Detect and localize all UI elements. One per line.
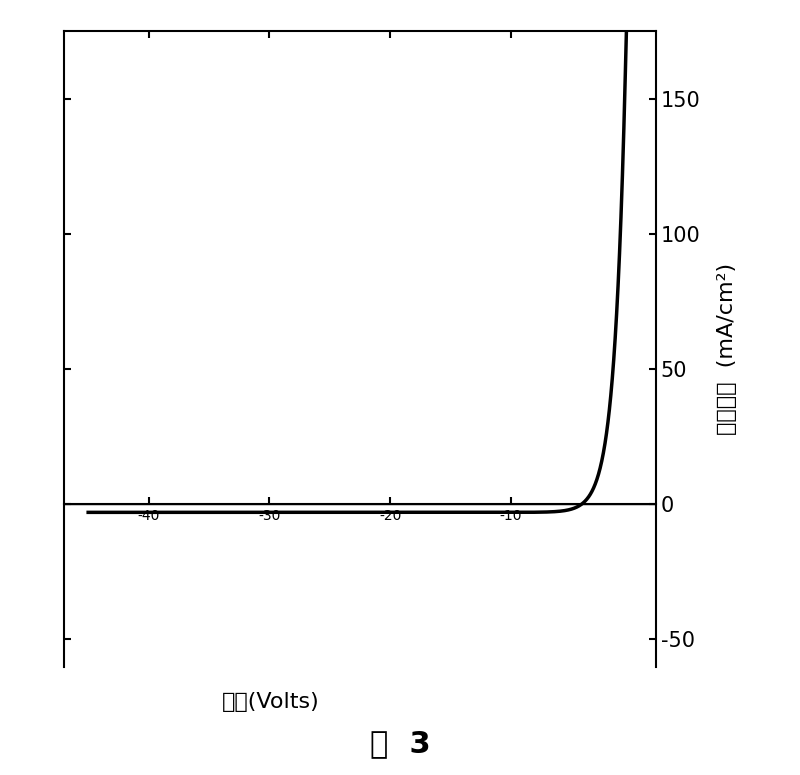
X-axis label: 电压(Volts): 电压(Volts) bbox=[222, 692, 320, 712]
Y-axis label: 电流密度  (mA/cm²): 电流密度 (mA/cm²) bbox=[718, 263, 738, 435]
Text: 图  3: 图 3 bbox=[370, 729, 430, 759]
